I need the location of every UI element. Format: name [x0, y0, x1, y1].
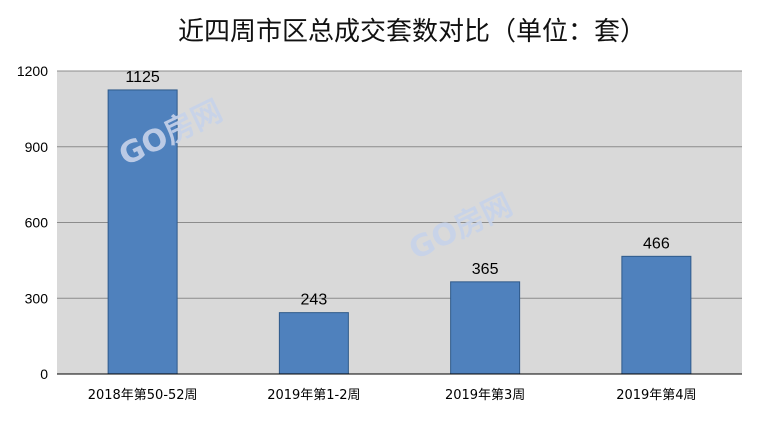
- data-labels: 1125 243 365 466: [125, 69, 669, 309]
- y-tick-label: 300: [25, 290, 49, 306]
- data-label: 1125: [125, 69, 160, 86]
- data-label: 243: [301, 292, 328, 309]
- x-tick-label: 2018年第50-52周: [88, 388, 198, 403]
- x-axis-ticks: 2018年第50-52周 2019年第1-2周 2019年第3周 2019年第4周: [88, 388, 697, 403]
- x-tick-label: 2019年第4周: [616, 388, 696, 403]
- bar: [621, 255, 692, 375]
- data-label: 365: [472, 261, 499, 278]
- y-tick-label: 1200: [17, 63, 48, 79]
- x-tick-label: 2019年第1-2周: [267, 388, 360, 403]
- y-tick-label: 600: [25, 215, 49, 231]
- bar: [278, 312, 349, 375]
- y-tick-label: 900: [25, 139, 49, 155]
- y-tick-label: 0: [40, 366, 48, 382]
- data-label: 466: [643, 235, 670, 252]
- x-tick-label: 2019年第3周: [445, 388, 525, 403]
- bar: [450, 281, 521, 375]
- chart-title: 近四周市区总成交套数对比（单位：套）: [178, 17, 646, 47]
- y-axis-ticks: 0 300 600 900 1200: [17, 63, 48, 382]
